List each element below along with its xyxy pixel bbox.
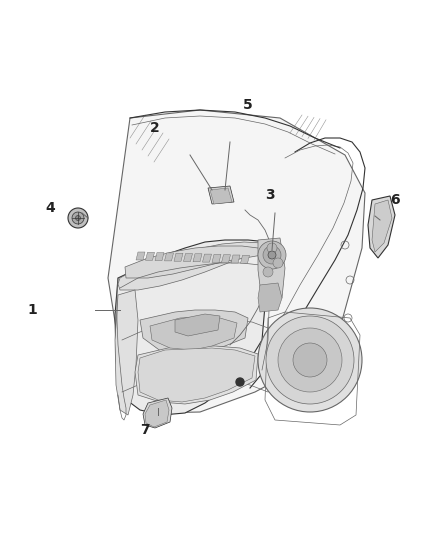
- Polygon shape: [208, 186, 234, 204]
- Circle shape: [266, 316, 354, 404]
- Polygon shape: [258, 283, 282, 312]
- Polygon shape: [222, 255, 230, 263]
- Polygon shape: [210, 188, 232, 204]
- Text: 4: 4: [45, 201, 55, 215]
- Polygon shape: [174, 253, 183, 261]
- Polygon shape: [212, 254, 221, 262]
- Circle shape: [293, 343, 327, 377]
- Polygon shape: [143, 398, 172, 428]
- Polygon shape: [125, 246, 262, 278]
- Text: 3: 3: [265, 188, 275, 202]
- Polygon shape: [136, 252, 145, 260]
- Polygon shape: [115, 240, 270, 415]
- Circle shape: [258, 241, 286, 269]
- Circle shape: [72, 212, 84, 224]
- Circle shape: [68, 208, 88, 228]
- Polygon shape: [150, 317, 237, 350]
- Text: 7: 7: [140, 423, 150, 437]
- Text: 6: 6: [390, 193, 400, 207]
- Polygon shape: [202, 254, 212, 262]
- Polygon shape: [240, 255, 250, 263]
- Polygon shape: [193, 254, 202, 262]
- Polygon shape: [155, 253, 164, 261]
- Polygon shape: [145, 252, 155, 260]
- Text: 1: 1: [27, 303, 37, 317]
- Circle shape: [263, 246, 281, 264]
- Polygon shape: [108, 110, 365, 413]
- Circle shape: [268, 251, 276, 259]
- Text: 5: 5: [243, 98, 253, 112]
- Polygon shape: [184, 254, 192, 262]
- Polygon shape: [138, 348, 255, 402]
- Circle shape: [75, 215, 81, 221]
- Polygon shape: [175, 314, 220, 336]
- Circle shape: [273, 258, 283, 268]
- Polygon shape: [165, 253, 173, 261]
- Circle shape: [236, 378, 244, 386]
- Circle shape: [258, 308, 362, 412]
- Polygon shape: [258, 238, 285, 302]
- Polygon shape: [372, 200, 392, 252]
- Polygon shape: [140, 310, 248, 355]
- Polygon shape: [115, 290, 138, 415]
- Circle shape: [278, 328, 342, 392]
- Polygon shape: [135, 346, 258, 404]
- Polygon shape: [118, 242, 268, 290]
- Text: 2: 2: [150, 121, 160, 135]
- Circle shape: [263, 267, 273, 277]
- Polygon shape: [368, 196, 395, 258]
- Polygon shape: [231, 255, 240, 263]
- Circle shape: [267, 243, 277, 253]
- Polygon shape: [145, 400, 169, 427]
